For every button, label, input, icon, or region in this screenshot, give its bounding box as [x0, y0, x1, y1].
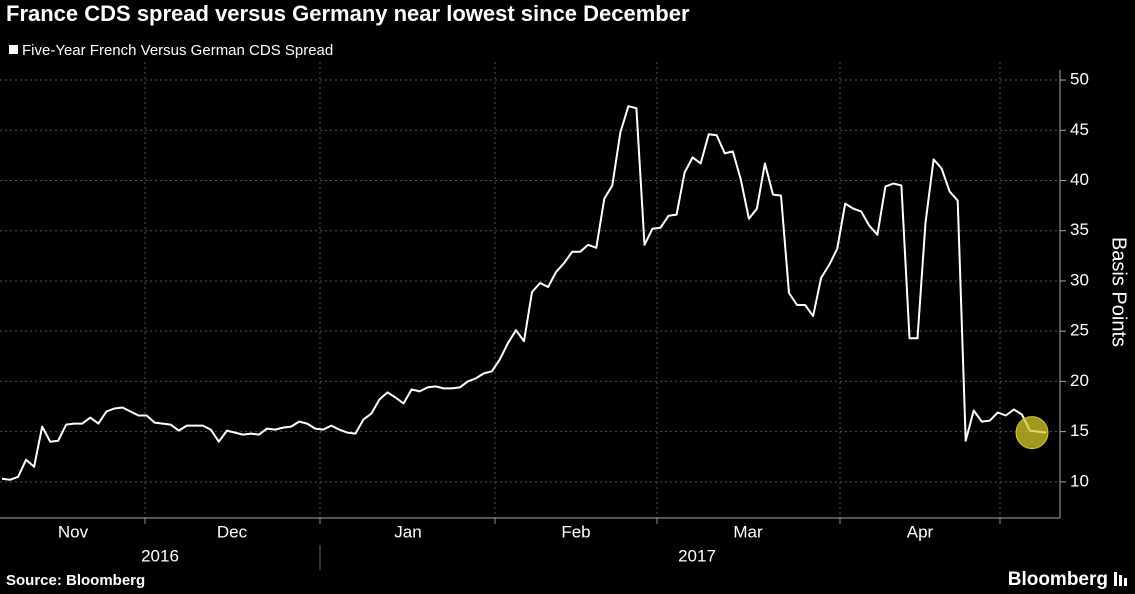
year-label: 2017 [678, 546, 716, 565]
brand-icon [1114, 572, 1127, 586]
y-tick-label: 35 [1070, 220, 1089, 239]
year-label: 2016 [141, 546, 179, 565]
y-tick-label: 10 [1070, 471, 1089, 490]
y-tick-label: 50 [1070, 70, 1089, 89]
y-axis-label: Basis Points [1108, 237, 1130, 347]
y-tick-label: 25 [1070, 321, 1089, 340]
line [1, 105, 1047, 481]
brand: Bloomberg [1008, 569, 1108, 590]
x-tick-label: Apr [907, 522, 934, 541]
y-tick-label: 40 [1070, 170, 1089, 189]
legend-label: Five-Year French Versus German CDS Sprea… [22, 42, 333, 59]
y-tick-label: 15 [1070, 421, 1089, 440]
highlight [1015, 416, 1049, 450]
y-tick-label: 45 [1070, 120, 1089, 139]
y-tick-label: 20 [1070, 371, 1089, 390]
source: Source: Bloomberg [6, 572, 145, 589]
x-tick-label: Nov [58, 522, 89, 541]
x-tick-label: Dec [217, 522, 248, 541]
legend-swatch [9, 45, 18, 54]
x-tick-label: Feb [561, 522, 590, 541]
x-tick-label: Mar [733, 522, 763, 541]
chart-title: France CDS spread versus Germany near lo… [6, 1, 690, 26]
x-tick-label: Jan [394, 522, 421, 541]
y-tick-label: 30 [1070, 270, 1089, 289]
